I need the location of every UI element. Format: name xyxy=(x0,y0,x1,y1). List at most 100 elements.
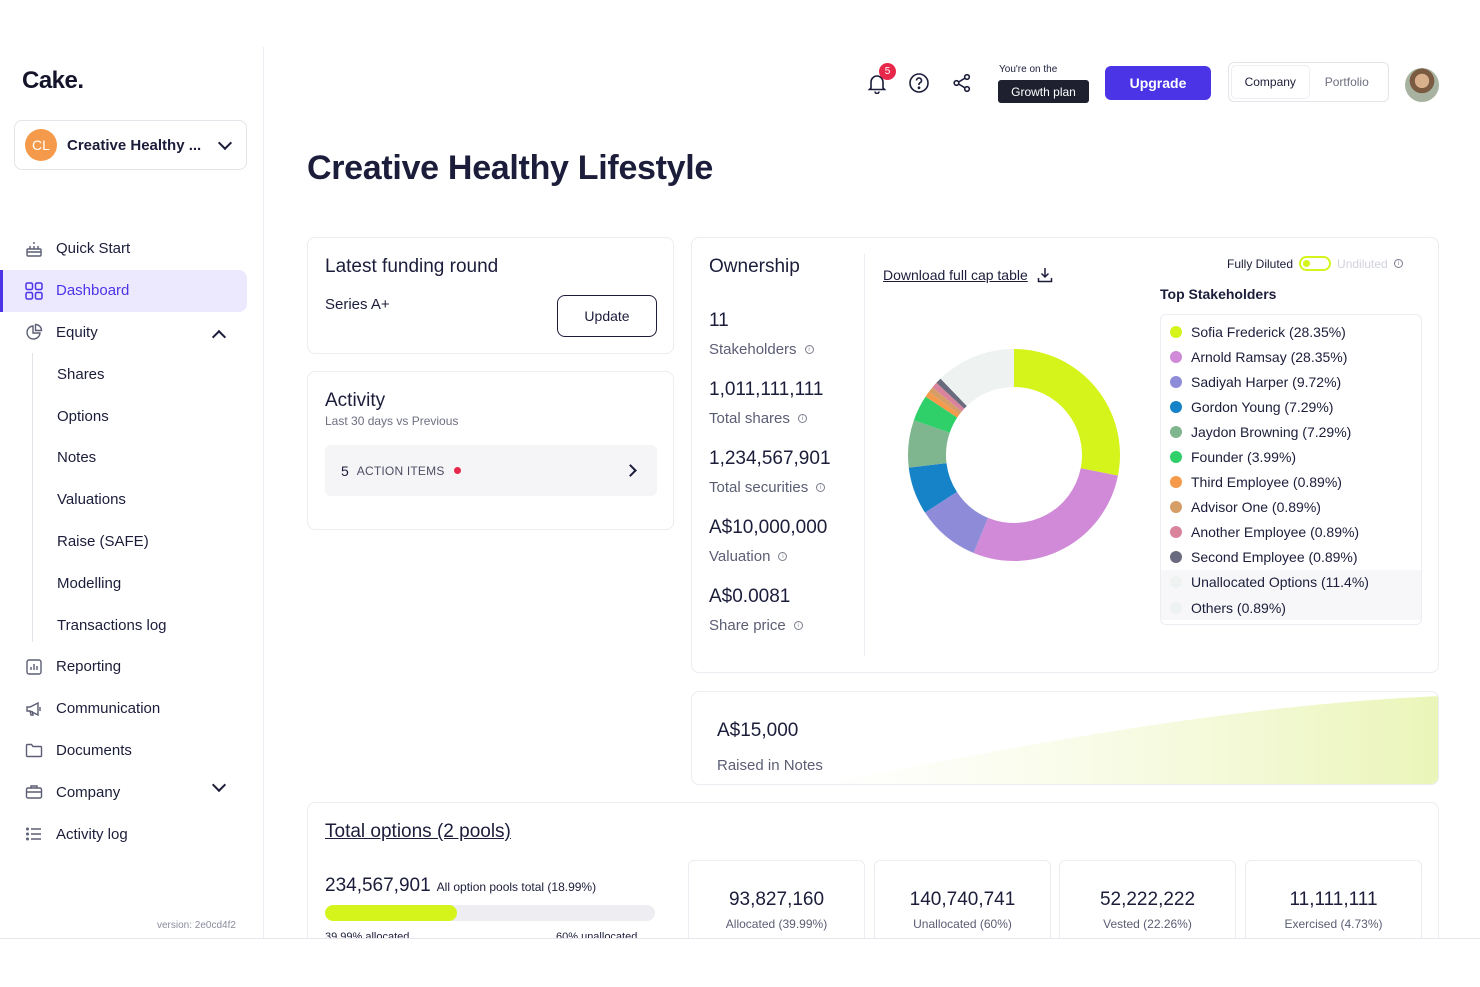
box-value: 11,111,111 xyxy=(1289,889,1378,910)
share-button[interactable] xyxy=(951,72,973,99)
nav-label: Company xyxy=(56,783,121,801)
options-card: Total options (2 pools) 234,567,901 All … xyxy=(307,802,1439,938)
stat-label: Total shares xyxy=(709,410,790,427)
switch-portfolio[interactable]: Portfolio xyxy=(1324,75,1369,89)
donut-slice-third-employee[interactable] xyxy=(925,391,960,418)
legend-item[interactable]: Second Employee (0.89%) xyxy=(1161,545,1421,570)
legend-item[interactable]: Arnold Ramsay (28.35%) xyxy=(1161,344,1421,369)
box-value: 52,222,222 xyxy=(1099,889,1196,910)
info-icon[interactable]: i xyxy=(797,414,807,423)
donut-slice-second-employee[interactable] xyxy=(936,378,967,409)
download-cap-table-link[interactable]: Download full cap table xyxy=(883,266,1054,284)
briefcase-icon xyxy=(24,782,44,802)
info-icon[interactable]: i xyxy=(778,552,788,561)
info-icon[interactable]: i xyxy=(793,621,803,630)
donut-slice-jaydon-browning[interactable] xyxy=(908,420,950,468)
options-title-link[interactable]: Total options (2 pools) xyxy=(325,821,511,842)
info-icon[interactable]: i xyxy=(1393,259,1403,268)
donut-slice-sadiyah-harper[interactable] xyxy=(924,491,989,553)
options-vested-box: 52,222,222 Vested (22.26%) xyxy=(1059,860,1236,938)
stat-label: Stakeholders xyxy=(709,341,797,358)
stat-value: 11 xyxy=(709,310,729,331)
stat-total-securities: 1,234,567,901 Total securities i xyxy=(709,448,831,496)
version-label: version: 2e0cd4f2 xyxy=(157,920,236,931)
cake-logo[interactable]: Cake. xyxy=(22,67,84,94)
nav-notes[interactable]: Notes xyxy=(57,449,97,467)
legend-label: Another Employee (0.89%) xyxy=(1191,524,1360,541)
nav-label: Dashboard xyxy=(56,282,130,300)
nav-equity[interactable]: Equity xyxy=(0,312,264,354)
donut-slice-arnold-ramsay[interactable] xyxy=(973,468,1118,561)
legend-swatch xyxy=(1170,325,1182,338)
legend-item[interactable]: Sadiyah Harper (9.72%) xyxy=(1161,369,1421,394)
nav-modelling[interactable]: Modelling xyxy=(57,574,122,592)
allocation-bar-fill xyxy=(325,905,457,921)
stat-total-shares: 1,011,111,111 Total shares i xyxy=(709,379,823,427)
upgrade-button[interactable]: Upgrade xyxy=(1105,66,1211,100)
legend-label: Founder (3.99%) xyxy=(1191,449,1297,466)
update-button[interactable]: Update xyxy=(557,295,657,337)
nav-raise-safe[interactable]: Raise (SAFE) xyxy=(57,532,149,550)
donut-slice-gordon-young[interactable] xyxy=(908,463,957,513)
toggle-switch[interactable] xyxy=(1299,256,1332,271)
equity-submenu: Shares Options Notes Valuations Raise (S… xyxy=(0,353,264,646)
legend-item[interactable]: Third Employee (0.89%) xyxy=(1161,470,1421,495)
nav-label: Quick Start xyxy=(56,240,131,258)
donut-slice-another-employee[interactable] xyxy=(932,382,965,412)
nav-company[interactable]: Company xyxy=(0,771,264,813)
nav-valuations[interactable]: Valuations xyxy=(57,491,126,509)
legend-item[interactable]: Founder (3.99%) xyxy=(1161,444,1421,469)
legend-item[interactable]: Advisor One (0.89%) xyxy=(1161,495,1421,520)
ownership-card: Ownership 11 Stakeholders i 1,011,111,111… xyxy=(691,237,1439,673)
company-selector[interactable]: CL Creative Healthy ... xyxy=(14,120,247,170)
plan-badge[interactable]: Growth plan xyxy=(998,80,1089,103)
legend-swatch xyxy=(1170,400,1182,413)
nav-quick-start[interactable]: Quick Start xyxy=(0,228,264,270)
legend-item[interactable]: Another Employee (0.89%) xyxy=(1161,520,1421,545)
legend-label: Unallocated Options (11.4%) xyxy=(1191,574,1369,591)
switch-company[interactable]: Company xyxy=(1232,66,1309,98)
options-total-value: 234,567,901 xyxy=(325,875,431,896)
legend-label: Jaydon Browning (7.29%) xyxy=(1191,423,1352,440)
nav-reporting[interactable]: Reporting xyxy=(0,646,264,688)
nav-transactions-log[interactable]: Transactions log xyxy=(57,616,167,634)
chevron-down-icon xyxy=(217,135,233,151)
donut-slice-unallocated-options[interactable] xyxy=(940,349,1011,406)
divider xyxy=(864,254,865,656)
action-items-row[interactable]: 5 ACTION ITEMS xyxy=(325,445,657,496)
legend-swatch xyxy=(1170,476,1182,489)
options-total-label: All option pools total (18.99%) xyxy=(436,880,597,894)
legend-item[interactable]: Unallocated Options (11.4%) xyxy=(1161,569,1421,596)
info-icon[interactable]: i xyxy=(816,483,826,492)
activity-subtitle: Last 30 days vs Previous xyxy=(325,414,459,428)
activity-title: Activity xyxy=(325,390,386,411)
help-icon xyxy=(909,73,929,93)
donut-slice-advisor-one[interactable] xyxy=(928,387,962,415)
legend-item[interactable]: Jaydon Browning (7.29%) xyxy=(1161,419,1421,444)
donut-slice-sofia-frederick[interactable] xyxy=(1014,349,1120,476)
legend-item[interactable]: Gordon Young (7.29%) xyxy=(1161,394,1421,419)
nav-activity-log[interactable]: Activity log xyxy=(0,813,264,855)
info-icon[interactable]: i xyxy=(804,345,814,354)
legend-item[interactable]: Sofia Frederick (28.35%) xyxy=(1161,319,1421,344)
legend-item[interactable]: Others (0.89%) xyxy=(1161,595,1421,621)
company-avatar: CL xyxy=(25,129,57,161)
nav-documents[interactable]: Documents xyxy=(0,730,264,772)
download-icon xyxy=(1037,268,1053,283)
notes-label: Raised in Notes xyxy=(717,757,823,774)
notifications-button[interactable] xyxy=(866,72,890,96)
notes-card: A$15,000 Raised in Notes xyxy=(691,691,1439,785)
nav-options[interactable]: Options xyxy=(57,407,109,425)
user-avatar[interactable] xyxy=(1405,68,1439,102)
donut-slice-founder[interactable] xyxy=(913,396,958,433)
donut-slice-others[interactable] xyxy=(1008,349,1014,388)
options-exercised-box: 11,111,111 Exercised (4.73%) xyxy=(1245,860,1422,938)
nav-label: Equity xyxy=(56,323,98,341)
options-allocated-box: 93,827,160 Allocated (39.99%) xyxy=(688,860,865,938)
legend-label: Sofia Frederick (28.35%) xyxy=(1191,323,1346,340)
nav-shares[interactable]: Shares xyxy=(57,365,105,383)
nav-communication[interactable]: Communication xyxy=(0,688,264,730)
nav-dashboard[interactable]: Dashboard xyxy=(0,269,247,312)
legend-label: Second Employee (0.89%) xyxy=(1191,549,1358,566)
help-button[interactable] xyxy=(908,72,930,99)
